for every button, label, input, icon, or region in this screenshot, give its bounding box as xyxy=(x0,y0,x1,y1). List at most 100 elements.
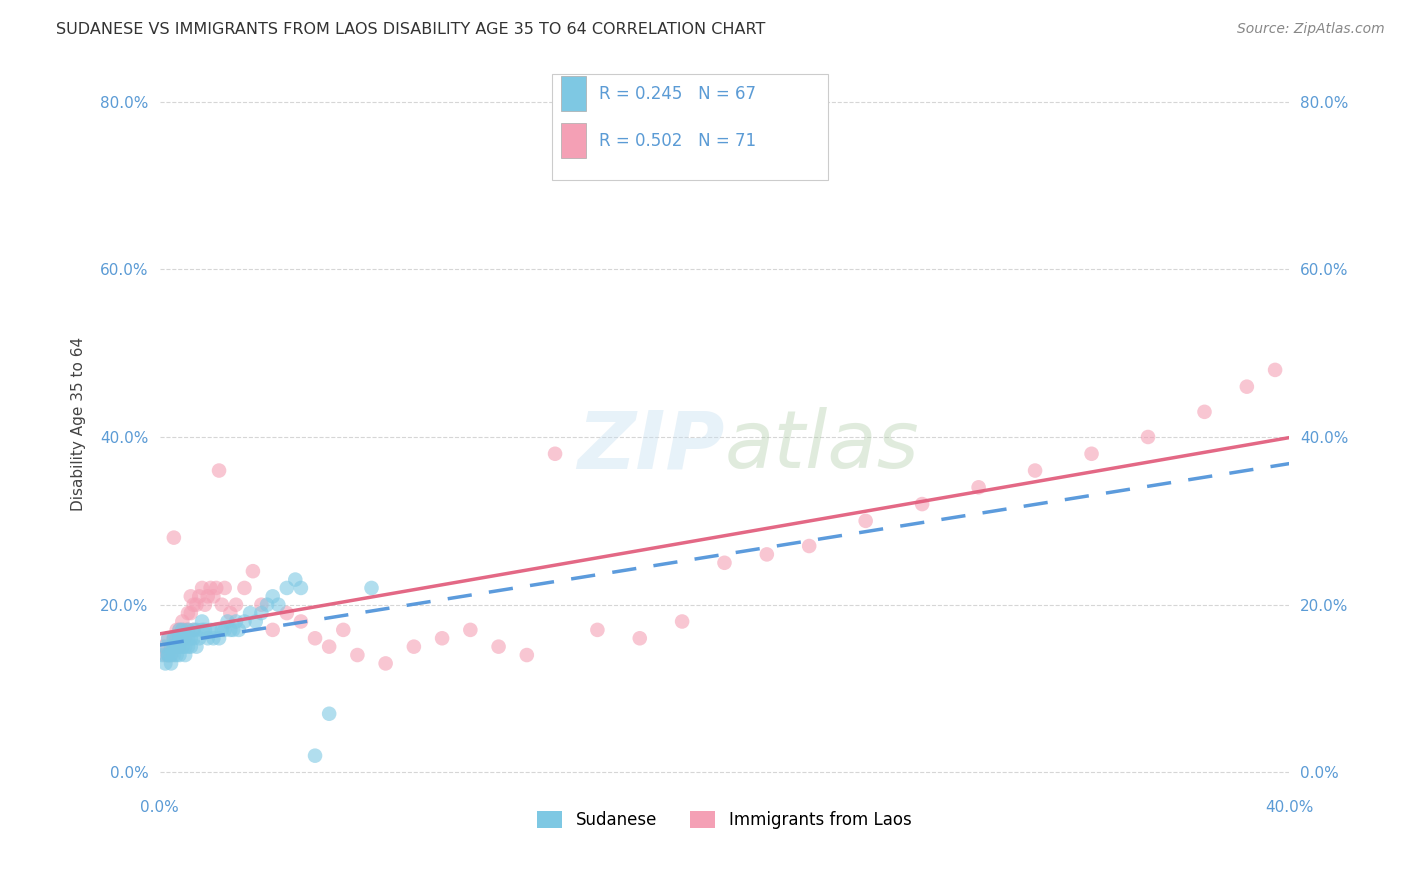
Point xyxy=(1236,379,1258,393)
Text: SUDANESE VS IMMIGRANTS FROM LAOS DISABILITY AGE 35 TO 64 CORRELATION CHART: SUDANESE VS IMMIGRANTS FROM LAOS DISABIL… xyxy=(56,22,766,37)
Point xyxy=(194,623,217,637)
Point xyxy=(169,640,191,654)
Text: R = 0.502   N = 71: R = 0.502 N = 71 xyxy=(599,132,756,151)
Point xyxy=(855,514,877,528)
Point xyxy=(713,556,735,570)
Point xyxy=(402,640,425,654)
Point xyxy=(1137,430,1160,444)
Point xyxy=(267,598,290,612)
Point xyxy=(208,632,231,646)
Point xyxy=(188,590,211,604)
FancyBboxPatch shape xyxy=(561,76,585,111)
Point xyxy=(163,640,186,654)
Point xyxy=(586,623,609,637)
Point xyxy=(219,606,242,620)
Point xyxy=(160,648,183,662)
Point xyxy=(318,640,340,654)
Point xyxy=(242,564,264,578)
Point xyxy=(177,640,200,654)
Point xyxy=(1194,405,1216,419)
Point xyxy=(163,648,186,662)
Point xyxy=(180,606,202,620)
Point xyxy=(256,598,278,612)
Point xyxy=(169,648,191,662)
Point xyxy=(169,632,191,646)
Point xyxy=(211,623,233,637)
Point xyxy=(217,615,239,629)
Point xyxy=(166,648,188,662)
Point xyxy=(200,581,222,595)
Point xyxy=(172,623,194,637)
Point xyxy=(172,632,194,646)
Point xyxy=(169,623,191,637)
Point xyxy=(160,648,183,662)
Point xyxy=(245,615,267,629)
FancyBboxPatch shape xyxy=(551,74,828,180)
Point xyxy=(205,581,228,595)
Point xyxy=(967,480,990,494)
Point xyxy=(214,623,236,637)
Point xyxy=(304,632,326,646)
Point xyxy=(228,623,250,637)
Point xyxy=(180,632,202,646)
Point xyxy=(346,648,368,662)
Point xyxy=(488,640,510,654)
Point xyxy=(166,632,188,646)
Y-axis label: Disability Age 35 to 64: Disability Age 35 to 64 xyxy=(72,337,86,511)
Point xyxy=(276,581,298,595)
Point xyxy=(152,648,174,662)
Text: Source: ZipAtlas.com: Source: ZipAtlas.com xyxy=(1237,22,1385,37)
FancyBboxPatch shape xyxy=(561,123,585,158)
Point xyxy=(628,632,651,646)
Point xyxy=(799,539,821,553)
Point xyxy=(214,581,236,595)
Point xyxy=(222,623,245,637)
Point xyxy=(205,623,228,637)
Point xyxy=(152,640,174,654)
Point xyxy=(157,648,180,662)
Point xyxy=(174,648,197,662)
Point xyxy=(174,640,197,654)
Point xyxy=(172,640,194,654)
Point xyxy=(163,632,186,646)
Point xyxy=(360,581,382,595)
Point xyxy=(166,623,188,637)
Point xyxy=(276,606,298,620)
Point xyxy=(163,632,186,646)
Point xyxy=(177,623,200,637)
Point xyxy=(225,615,247,629)
Point xyxy=(671,615,693,629)
Point xyxy=(172,640,194,654)
Point xyxy=(211,598,233,612)
Point xyxy=(183,623,205,637)
Point xyxy=(219,623,242,637)
Point xyxy=(172,623,194,637)
Point xyxy=(177,632,200,646)
Point xyxy=(180,590,202,604)
Point xyxy=(166,640,188,654)
Point xyxy=(169,632,191,646)
Point xyxy=(157,632,180,646)
Point xyxy=(174,632,197,646)
Point xyxy=(1264,363,1286,377)
Point xyxy=(186,598,208,612)
Point xyxy=(157,648,180,662)
Point xyxy=(163,640,186,654)
Point xyxy=(191,615,214,629)
Point xyxy=(169,640,191,654)
Point xyxy=(250,598,273,612)
Point xyxy=(250,606,273,620)
Text: ZIP: ZIP xyxy=(576,408,724,485)
Point xyxy=(544,447,567,461)
Point xyxy=(163,640,186,654)
Point xyxy=(174,623,197,637)
Point xyxy=(1080,447,1102,461)
Point xyxy=(318,706,340,721)
Point xyxy=(157,632,180,646)
Point xyxy=(516,648,538,662)
Point xyxy=(460,623,482,637)
Point xyxy=(202,590,225,604)
Point xyxy=(183,632,205,646)
Point xyxy=(197,632,219,646)
Point xyxy=(155,657,177,671)
